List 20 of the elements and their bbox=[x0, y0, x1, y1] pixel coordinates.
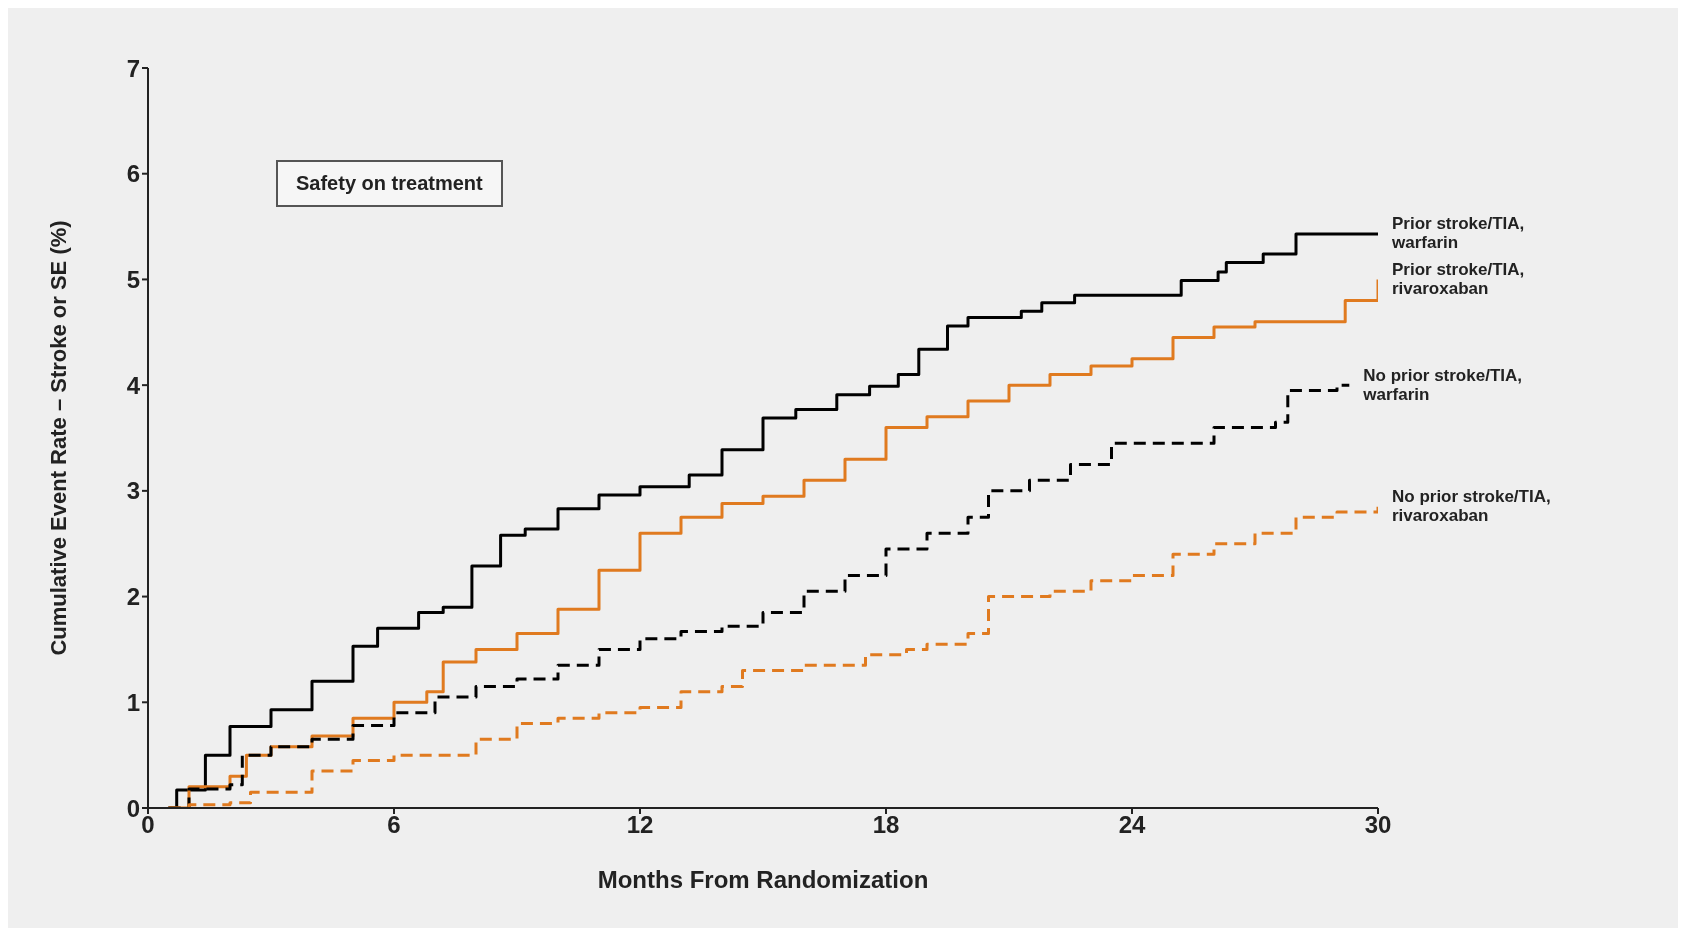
x-tick-label: 30 bbox=[1364, 811, 1392, 839]
y-tick-label: 7 bbox=[126, 54, 140, 82]
series-label: Prior stroke/TIA, warfarin bbox=[1391, 214, 1525, 253]
y-tick-label: 4 bbox=[126, 371, 141, 399]
y-axis-title: Cumulative Event Rate – Stroke or SE (%) bbox=[45, 220, 71, 656]
x-tick-label: 18 bbox=[872, 811, 900, 839]
y-tick-label: 6 bbox=[126, 160, 140, 188]
series-label: No prior stroke/TIA, rivaroxaban bbox=[1392, 487, 1551, 526]
annotation: Safety on treatment bbox=[276, 160, 503, 207]
x-axis-title: Months From Randomization bbox=[597, 866, 929, 893]
series-label: No prior stroke/TIA, warfarin bbox=[1362, 365, 1522, 404]
y-tick-label: 0 bbox=[126, 794, 140, 822]
x-tick-label: 6 bbox=[387, 811, 401, 839]
y-tick-label: 2 bbox=[126, 583, 140, 611]
series-label: Prior stroke/TIA, rivaroxaban bbox=[1392, 259, 1525, 298]
x-tick-label: 24 bbox=[1118, 811, 1146, 839]
x-tick-label: 12 bbox=[626, 811, 654, 839]
y-tick-label: 1 bbox=[126, 688, 140, 716]
y-tick-label: 5 bbox=[126, 265, 140, 293]
y-tick-label: 3 bbox=[126, 477, 140, 505]
